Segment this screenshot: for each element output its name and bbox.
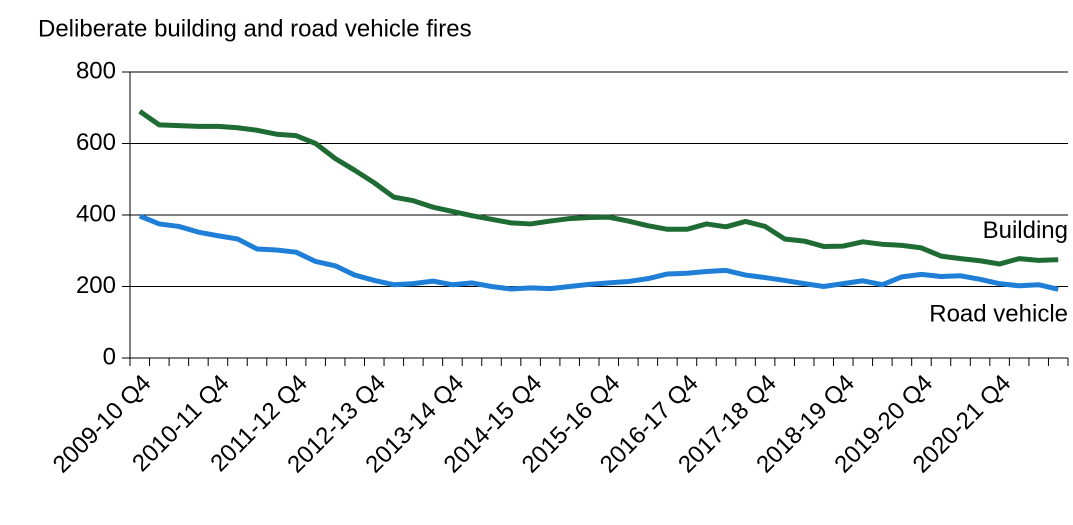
chart-title: Deliberate building and road vehicle fir…	[38, 15, 472, 42]
y-tick-label: 200	[76, 272, 116, 299]
y-tick-label: 0	[103, 343, 116, 370]
series-label: Building	[983, 217, 1068, 244]
y-tick-label: 800	[76, 57, 116, 84]
series-label: Road vehicle	[929, 301, 1068, 328]
y-tick-label: 400	[76, 200, 116, 227]
line	[138, 109, 1059, 267]
y-tick-label: 600	[76, 129, 116, 156]
line	[138, 213, 1059, 292]
